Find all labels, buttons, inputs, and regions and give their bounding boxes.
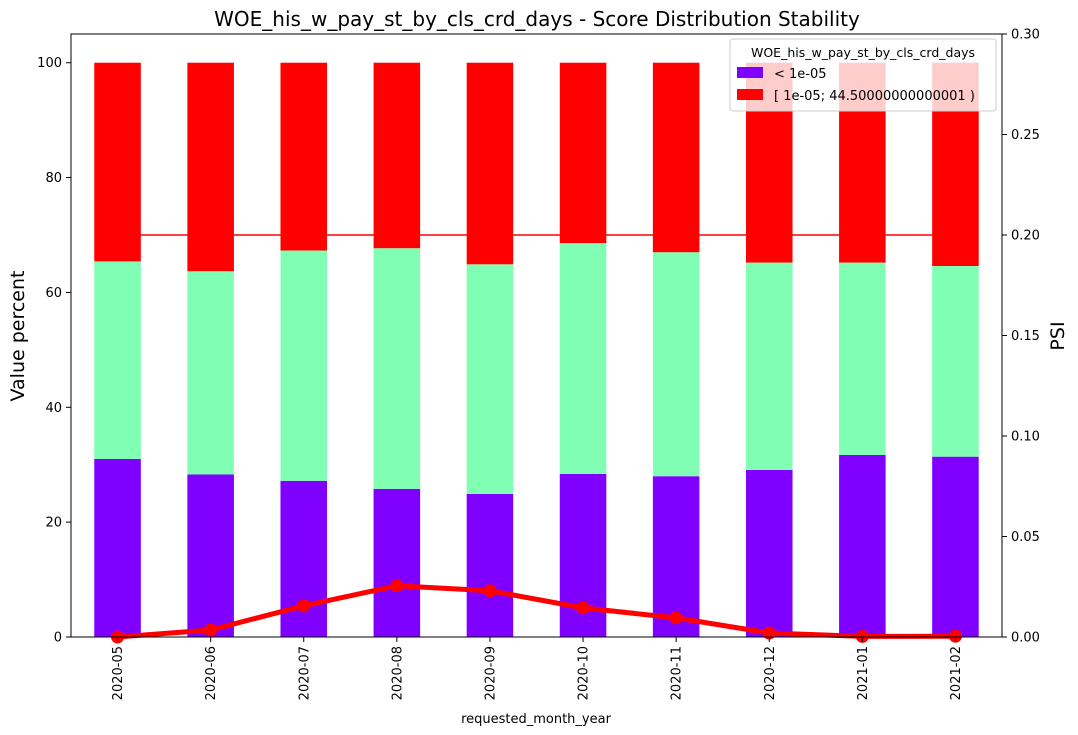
- legend-swatch-1: [737, 67, 763, 78]
- x-tick-label-2020-05: 2020-05: [111, 646, 126, 700]
- x-axis-title: requested_month_year: [461, 712, 612, 727]
- bar-segment-3-2020-08: [373, 62, 421, 249]
- legend-box: [729, 38, 997, 112]
- y-tick-label-0: 0: [54, 631, 62, 646]
- chart-title: WOE_his_w_pay_st_by_cls_crd_days - Score…: [214, 7, 860, 31]
- legend: WOE_his_w_pay_st_by_cls_crd_days < 1e-05 […: [729, 38, 997, 112]
- x-tick-label-2020-12: 2020-12: [763, 646, 778, 700]
- bar-segment-2-2020-05: [94, 261, 141, 459]
- bar-segment-2-2020-07: [280, 250, 328, 481]
- y2-tick-label-0.00: 0.00: [1011, 631, 1040, 646]
- y2-tick-label-0.10: 0.10: [1011, 430, 1040, 445]
- bars-layer: [94, 62, 979, 637]
- bar-segment-1-2020-09: [466, 494, 514, 637]
- bar-segment-3-2020-05: [94, 62, 141, 262]
- bar-segment-3-2020-07: [280, 62, 328, 251]
- y-tick-label-100: 100: [37, 56, 62, 71]
- bar-segment-3-2020-06: [187, 62, 234, 272]
- x-tick-label-2020-10: 2020-10: [577, 646, 592, 700]
- y-axis-title: Value percent: [7, 271, 29, 402]
- bar-segment-1-2021-01: [839, 454, 886, 637]
- psi-point-2020-10: [576, 601, 590, 615]
- y-tick-label-40: 40: [45, 401, 62, 416]
- y2-axis-title: PSI: [1047, 321, 1069, 350]
- bar-segment-1-2020-07: [280, 480, 328, 637]
- bar-segment-2-2021-02: [932, 266, 979, 457]
- psi-point-2020-06: [204, 623, 218, 637]
- bar-segment-1-2020-11: [652, 476, 700, 637]
- legend-label-1: < 1e-05: [774, 67, 827, 82]
- bar-segment-1-2020-05: [94, 458, 141, 637]
- x-tick-label-2020-09: 2020-09: [483, 646, 498, 700]
- bar-segment-2-2020-11: [652, 252, 700, 477]
- bar-segment-3-2020-09: [466, 62, 514, 265]
- bar-segment-2-2020-09: [466, 264, 514, 495]
- bar-segment-2-2020-08: [373, 248, 421, 489]
- legend-label-2: [ 1e-05; 44.50000000000001 ): [774, 89, 975, 104]
- x-tick-label-2020-08: 2020-08: [390, 646, 405, 700]
- y-tick-label-80: 80: [45, 171, 62, 186]
- y2-tick-label-0.05: 0.05: [1011, 530, 1040, 545]
- legend-swatch-2: [737, 89, 763, 100]
- psi-line: [117, 583, 956, 640]
- bar-segment-1-2020-06: [187, 474, 234, 637]
- bar-segment-1-2021-02: [932, 456, 979, 637]
- psi-point-2020-12: [762, 626, 776, 640]
- y2-tick-label-0.20: 0.20: [1011, 229, 1040, 244]
- y2-tick-label-0.25: 0.25: [1011, 128, 1040, 143]
- y2-tick-label-0.30: 0.30: [1011, 28, 1040, 43]
- y-tick-label-60: 60: [45, 286, 62, 301]
- x-tick-label-2020-07: 2020-07: [297, 646, 312, 700]
- bar-segment-3-2020-11: [652, 62, 700, 253]
- psi-point-2020-08: [390, 579, 404, 593]
- psi-point-2021-01: [855, 629, 869, 643]
- psi-point-2020-11: [669, 611, 683, 625]
- x-tick-label-2021-01: 2021-01: [856, 646, 871, 700]
- psi-layer: [111, 579, 962, 644]
- legend-title: WOE_his_w_pay_st_by_cls_crd_days: [751, 45, 975, 60]
- psi-point-2020-09: [483, 584, 497, 598]
- y-tick-label-20: 20: [45, 516, 62, 531]
- y2-tick-label-0.15: 0.15: [1011, 329, 1040, 344]
- bar-segment-2-2020-06: [187, 271, 234, 475]
- axes-layer: 0 20 40 60 80 100 0.00 0.05 0.10 0.15 0.20 0.25 0.30…: [37, 28, 1040, 701]
- x-tick-label-2020-11: 2020-11: [670, 646, 685, 700]
- psi-point-2021-02: [948, 629, 962, 643]
- x-tick-label-2021-02: 2021-02: [949, 646, 964, 700]
- bar-segment-2-2020-12: [745, 262, 793, 470]
- bar-segment-2-2020-10: [559, 243, 607, 474]
- bar-segment-1-2020-12: [745, 469, 793, 637]
- bar-segment-1-2020-08: [373, 488, 421, 637]
- psi-point-2020-07: [297, 599, 311, 613]
- x-tick-label-2020-06: 2020-06: [204, 646, 219, 700]
- bar-segment-2-2021-01: [839, 262, 886, 455]
- bar-segment-3-2020-10: [559, 62, 607, 244]
